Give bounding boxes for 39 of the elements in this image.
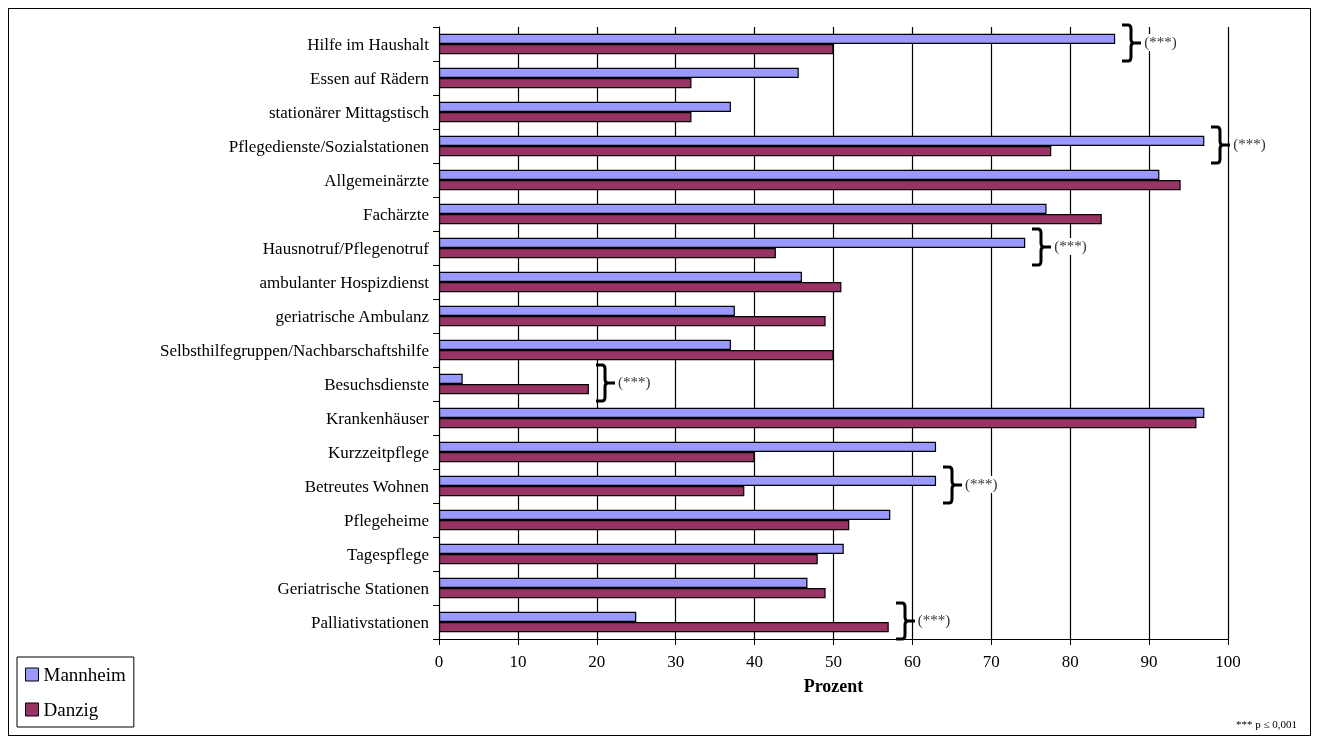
y-tick-label: geriatrische Ambulanz [275,306,430,326]
y-tick-label: Palliativstationen [310,612,430,632]
x-tick-label: 10 [509,652,527,671]
y-tick-label: Pflegedienste/Sozialstationen [228,136,430,156]
x-tick-label: 60 [903,652,921,671]
annotation: (***) [1233,136,1266,153]
y-tick-label: Pflegeheime [344,510,429,530]
annotation: (***) [917,612,951,629]
x-tick-label: 70 [982,652,1000,671]
x-tick-label: 100 [1215,652,1241,671]
annotation: (***) [1144,34,1177,51]
y-tick-label: Betreutes Wohnen [304,476,430,496]
x-tick-label: 40 [746,652,764,671]
x-tick-label: 50 [825,652,842,671]
y-tick-label: Essen auf Rädern [310,68,430,88]
y-tick-label: Krankenhäuser [326,408,430,428]
annotation: (***) [965,476,998,493]
x-tick-label: 90 [1140,652,1158,671]
text: *** p ≤ 0,001 [1235,718,1297,730]
y-tick-label: ambulanter Hospizdienst [259,272,430,292]
y-tick-label: Fachärzte [362,204,429,224]
annotation: (***) [617,374,651,391]
annotation: (***) [1054,238,1087,255]
x-axis-title: Prozent [803,676,864,696]
y-tick-label: Hilfe im Haushalt [307,34,430,54]
x-tick-label: 30 [667,652,685,671]
x-tick-label: 0 [434,652,444,671]
x-tick-label: 20 [588,652,606,671]
legend-label: Mannheim [43,664,127,685]
y-tick-label: Kurzzeitpflege [328,442,429,462]
y-tick-label: Besuchsdienste [324,374,429,394]
y-tick-label: Geriatrische Stationen [277,578,430,598]
y-tick-label: stationärer Mittagstisch [268,102,430,122]
y-tick-label: Selbsthilfegruppen/Nachbarschaftshilfe [159,340,429,360]
legend-label: Danzig [43,699,99,720]
x-tick-label: 80 [1061,652,1079,671]
y-tick-label: Allgemeinärzte [324,170,429,190]
y-tick-label: Hausnotruf/Pflegenotruf [262,238,430,258]
y-tick-label: Tagespflege [347,544,429,564]
